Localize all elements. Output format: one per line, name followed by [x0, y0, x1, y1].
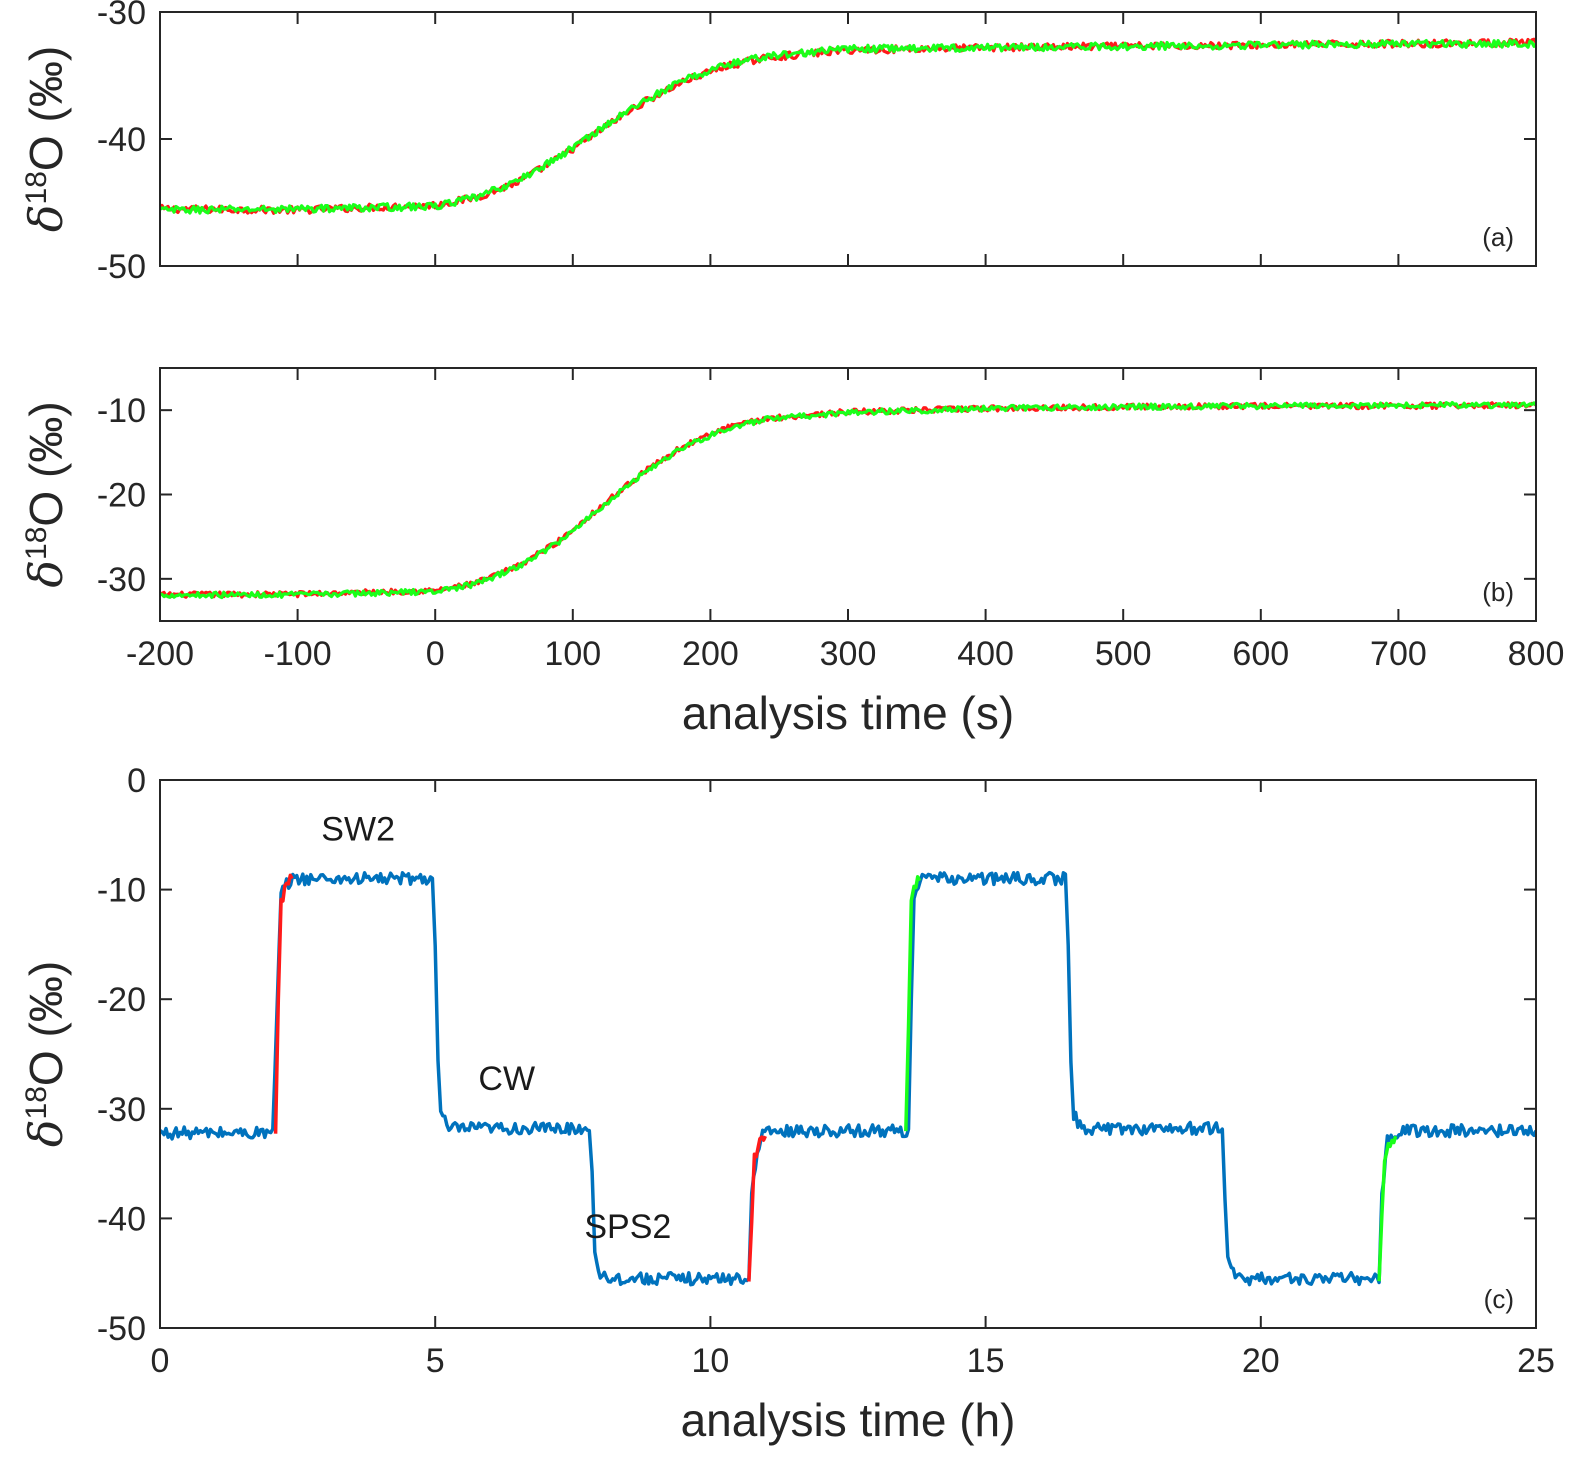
series-line-blue-0: [160, 870, 1536, 1287]
x-tick-label: 800: [1508, 635, 1565, 673]
y-tick-label: -40: [97, 1200, 146, 1238]
x-tick-label: 700: [1370, 635, 1427, 673]
x-tick-label: 500: [1095, 635, 1152, 673]
panel-b: -30 -20 -10 -200 -100 0 100 200 300 400 500 600 700 8…: [19, 367, 1565, 739]
series-line-green-1: [160, 38, 1536, 215]
y-tick-label: -30: [97, 1091, 146, 1129]
series-line-green-3: [904, 875, 922, 1132]
y-tick-label: -20: [97, 981, 146, 1019]
x-tick-label: -200: [126, 635, 194, 673]
x-tick-label: 600: [1232, 635, 1289, 673]
x-tick-label: 15: [967, 1342, 1005, 1380]
series-line-green-1: [160, 400, 1536, 600]
y-axis-title-rest: O (‰): [20, 46, 72, 171]
series-group: [160, 870, 1536, 1287]
x-tick-label: 0: [426, 635, 445, 673]
series-group: [160, 37, 1536, 215]
panel-a: -50 -40 -30 δ18O (‰) (a): [19, 0, 1537, 286]
y-axis-title-superscript: 18: [20, 171, 53, 204]
y-axis-title-delta: δ: [19, 1119, 73, 1147]
annotation-cw: CW: [478, 1060, 535, 1098]
x-tick-label: 25: [1517, 1342, 1555, 1380]
y-tick-label: 0: [127, 762, 146, 800]
series-line-red-1: [273, 873, 294, 1134]
series-line-red-2: [747, 1135, 767, 1282]
x-tick-label: -100: [264, 635, 332, 673]
y-axis-title-rest: O (‰): [20, 961, 72, 1086]
y-tick-label: -20: [97, 477, 146, 515]
y-tick-label: -10: [97, 392, 146, 430]
annotation-sw2: SW2: [321, 810, 395, 848]
series-line-red-0: [160, 37, 1536, 215]
y-tick-label: -40: [97, 121, 146, 159]
y-axis-title-delta: δ: [19, 560, 73, 588]
x-tick-label: 0: [151, 1342, 170, 1380]
plot-frame: [159, 779, 1537, 1329]
x-tick-label: 5: [426, 1342, 445, 1380]
x-tick-label: 10: [691, 1342, 729, 1380]
y-axis-title-superscript: 18: [20, 1086, 53, 1119]
series-line-green-4: [1377, 1135, 1398, 1282]
y-tick-label: -50: [97, 248, 146, 286]
y-tick-label: -30: [97, 561, 146, 599]
x-tick-label: 400: [957, 635, 1014, 673]
x-tick-label: 300: [820, 635, 877, 673]
panel-label: (c): [1484, 1284, 1514, 1314]
x-tick-label: 20: [1242, 1342, 1280, 1380]
x-axis-title: analysis time (s): [682, 687, 1014, 739]
panel-c: -50 -40 -30 -20 -10 0 0 5 10 15 20 25 analysis time …: [19, 762, 1555, 1446]
panel-label: (b): [1482, 577, 1514, 607]
y-axis-title-delta: δ: [19, 204, 73, 232]
x-tick-label: 100: [544, 635, 601, 673]
series-group: [160, 400, 1536, 600]
y-axis-title: δ18O (‰): [19, 401, 73, 587]
x-tick-label: 200: [682, 635, 739, 673]
series-line-red-0: [160, 401, 1536, 599]
y-tick-label: -30: [97, 0, 146, 32]
annotation-sps2: SPS2: [584, 1208, 671, 1246]
y-axis-title: δ18O (‰): [19, 961, 73, 1147]
y-axis-title: δ18O (‰): [19, 46, 73, 232]
y-axis-title-rest: O (‰): [20, 401, 72, 526]
y-tick-label: -10: [97, 872, 146, 910]
x-axis-title: analysis time (h): [681, 1394, 1016, 1446]
y-axis-title-superscript: 18: [20, 527, 53, 560]
y-tick-label: -50: [97, 1310, 146, 1348]
panel-label: (a): [1482, 222, 1514, 252]
